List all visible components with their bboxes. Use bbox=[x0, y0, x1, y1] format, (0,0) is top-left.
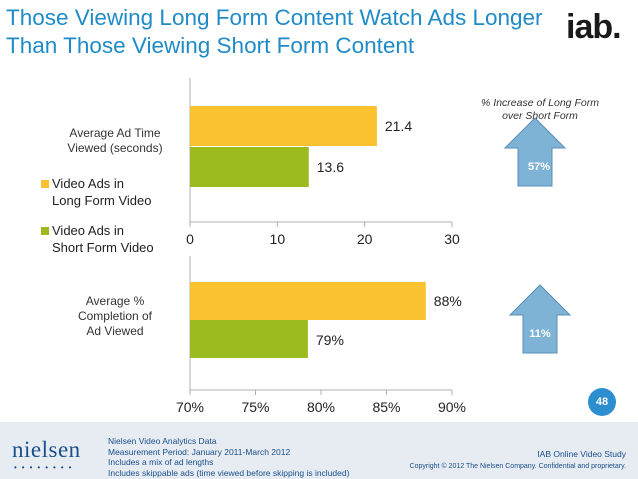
data-label: 21.4 bbox=[385, 118, 412, 134]
legend-swatch bbox=[41, 227, 49, 235]
footer-note: Includes skippable ads (time viewed befo… bbox=[108, 467, 350, 478]
increase-value: 57% bbox=[528, 161, 550, 173]
x-tick-label: 80% bbox=[307, 399, 335, 415]
study-name: IAB Online Video Study bbox=[537, 449, 626, 459]
footer-note: Measurement Period: January 2011-March 2… bbox=[108, 446, 291, 457]
data-label: 13.6 bbox=[317, 159, 344, 175]
legend-label: Video Ads in Long Form Video bbox=[52, 176, 152, 208]
increase-note: % Increase of Long Form over Short Form bbox=[481, 97, 599, 122]
x-tick-label: 30 bbox=[444, 231, 460, 247]
legend-swatch bbox=[41, 180, 49, 188]
x-tick-label: 85% bbox=[372, 399, 400, 415]
increase-value: 11% bbox=[529, 328, 551, 340]
bar bbox=[190, 320, 308, 358]
bar bbox=[190, 282, 426, 320]
x-tick-label: 90% bbox=[438, 399, 466, 415]
footer-notes: Nielsen Video Analytics Data Measurement… bbox=[108, 436, 349, 478]
page-number-badge: 48 bbox=[588, 388, 616, 416]
footer-bar bbox=[0, 422, 638, 479]
bar bbox=[190, 147, 309, 187]
x-tick-label: 70% bbox=[176, 399, 204, 415]
copyright-text: Copyright © 2012 The Nielsen Company. Co… bbox=[409, 463, 626, 470]
data-label: 79% bbox=[316, 332, 344, 348]
category-label: Average % Completion of Ad Viewed bbox=[78, 294, 153, 338]
x-tick-label: 20 bbox=[357, 231, 373, 247]
increase-arrow-icon bbox=[508, 284, 572, 354]
category-label: Average Ad Time Viewed (seconds) bbox=[67, 126, 162, 155]
slide-title: Those Viewing Long Form Content Watch Ad… bbox=[6, 5, 543, 58]
nielsen-logo-dots: •••••••• bbox=[14, 463, 77, 472]
iab-logo: iab. bbox=[566, 8, 622, 46]
x-tick-label: 75% bbox=[241, 399, 269, 415]
x-tick-label: 10 bbox=[270, 231, 286, 247]
legend-label: Video Ads in Short Form Video bbox=[52, 223, 154, 255]
footer-note: Includes a mix of ad lengths bbox=[108, 457, 214, 467]
x-tick-label: 0 bbox=[186, 231, 194, 247]
footer-note: Nielsen Video Analytics Data bbox=[108, 436, 217, 446]
increase-arrow-icon bbox=[503, 117, 567, 187]
data-label: 88% bbox=[434, 293, 462, 309]
nielsen-logo: nielsen bbox=[12, 437, 81, 462]
bar bbox=[190, 106, 377, 146]
